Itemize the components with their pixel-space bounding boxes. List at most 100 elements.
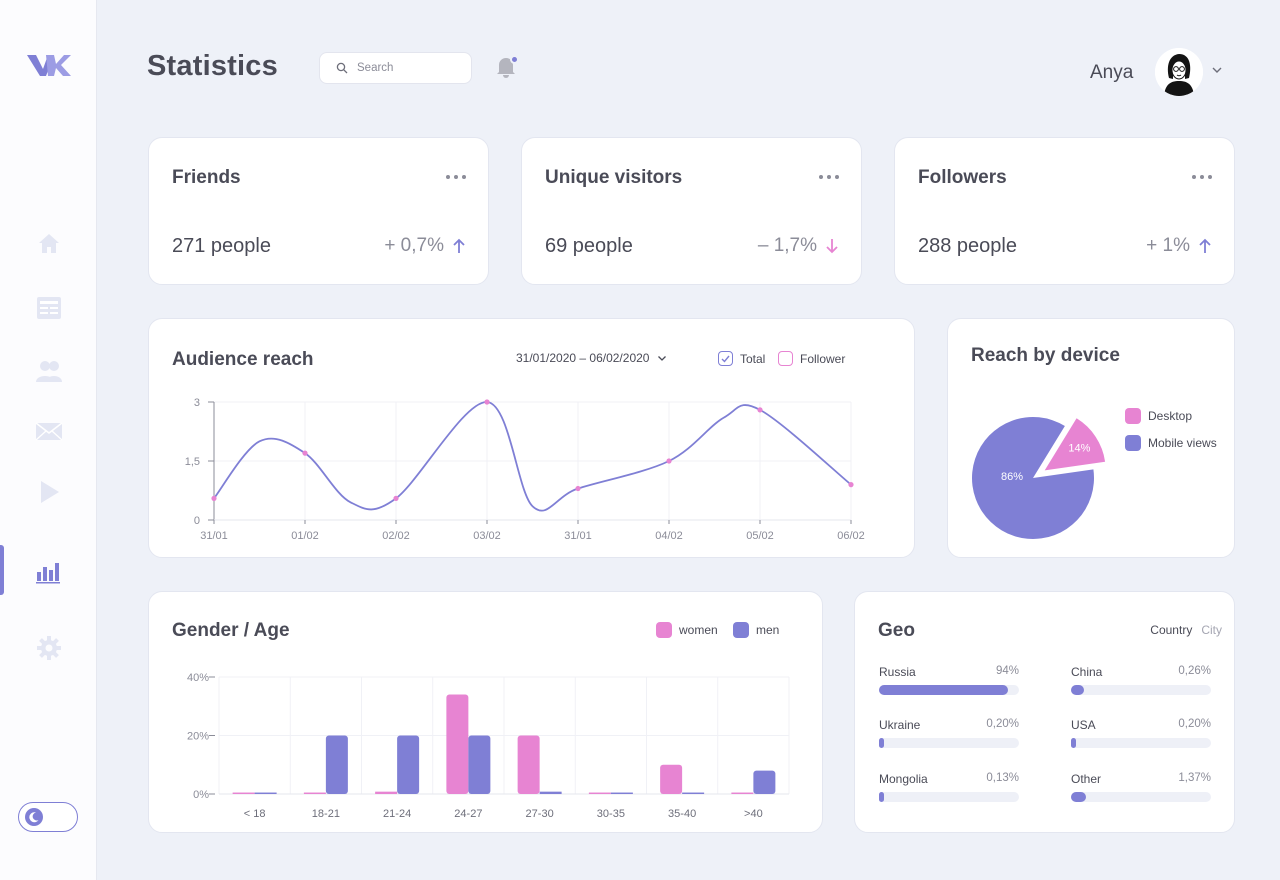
search-box[interactable] xyxy=(319,52,472,84)
reach-by-device-card: Reach by device 14% 86% Desktop Mobile vi… xyxy=(947,318,1235,558)
stat-title: Friends xyxy=(172,167,241,188)
y-tick-label: 20% xyxy=(187,731,209,743)
more-options-button[interactable] xyxy=(446,175,466,179)
geo-progress-track xyxy=(1071,738,1211,748)
arrow-up-icon xyxy=(1199,238,1211,253)
geo-value: 0,20% xyxy=(1178,718,1211,730)
search-icon xyxy=(336,62,348,74)
geo-value: 0,13% xyxy=(986,772,1019,784)
legend-swatch xyxy=(1125,408,1141,424)
sidebar-item-messages[interactable] xyxy=(0,406,97,456)
stat-card-visitors: Unique visitors 69 people – 1,7% xyxy=(521,137,862,285)
geo-value: 94% xyxy=(995,665,1019,677)
geo-card: Geo Country City Russia 94% China 0,26% Ukra… xyxy=(854,591,1235,833)
moon-icon xyxy=(29,812,39,823)
stat-title: Followers xyxy=(918,167,1007,188)
stat-change: – 1,7% xyxy=(758,235,839,257)
bar-men xyxy=(468,735,491,794)
bar-men xyxy=(325,735,348,794)
legend-total-checkbox[interactable]: Total xyxy=(718,351,765,366)
data-point xyxy=(393,495,399,501)
x-tick-label: 03/02 xyxy=(473,530,501,542)
sidebar-item-friends[interactable] xyxy=(0,346,97,396)
x-tick-label: 05/02 xyxy=(746,530,774,542)
geo-label: China xyxy=(1071,665,1103,679)
tab-city[interactable]: City xyxy=(1201,623,1222,637)
y-tick-label: 0 xyxy=(194,515,200,527)
bar-men xyxy=(254,792,277,794)
vk-logo[interactable] xyxy=(26,52,72,78)
audience-line-chart: 0 1,5 3 31/01 01/02 02/02 03/02 31/01 04/02 05/02… xyxy=(185,397,865,542)
sidebar-item-settings[interactable] xyxy=(0,623,97,673)
envelope-icon xyxy=(35,422,62,441)
avatar[interactable] xyxy=(1155,48,1203,96)
legend-desktop: Desktop xyxy=(1125,408,1192,424)
chevron-down-icon xyxy=(658,355,667,361)
date-range-value: 31/01/2020 – 06/02/2020 xyxy=(516,351,650,365)
x-tick-label: >40 xyxy=(744,808,763,820)
x-tick-label: 27-30 xyxy=(526,808,554,820)
card-title: Geo xyxy=(878,620,915,641)
search-input[interactable] xyxy=(357,62,467,74)
card-title: Reach by device xyxy=(971,345,1120,366)
legend-label: Follower xyxy=(800,351,846,366)
geo-progress-fill xyxy=(1071,792,1087,802)
newspaper-icon xyxy=(36,297,61,319)
more-options-button[interactable] xyxy=(819,175,839,179)
bar-chart-icon xyxy=(35,563,60,584)
sidebar-item-statistics[interactable] xyxy=(0,545,97,595)
more-options-button[interactable] xyxy=(1192,175,1212,179)
bar-women xyxy=(660,764,683,794)
sidebar xyxy=(0,0,97,880)
stat-change: + 1% xyxy=(1146,235,1212,257)
theme-toggle[interactable] xyxy=(18,802,78,832)
sidebar-item-home[interactable] xyxy=(0,218,97,268)
data-point xyxy=(848,482,854,488)
legend-men[interactable]: men xyxy=(733,622,779,638)
bar-women xyxy=(731,792,754,794)
geo-value: 0,26% xyxy=(1178,665,1211,677)
x-tick-label: 04/02 xyxy=(655,530,683,542)
user-name[interactable]: Anya xyxy=(1090,62,1134,83)
notifications-button[interactable] xyxy=(495,55,519,81)
y-tick-label: 40% xyxy=(187,672,209,684)
geo-label: Ukraine xyxy=(879,718,921,732)
x-tick-label: 35-40 xyxy=(668,808,696,820)
card-title: Audience reach xyxy=(172,349,314,370)
series-line-total xyxy=(213,401,852,512)
bar-women xyxy=(303,792,326,794)
people-icon xyxy=(35,361,62,382)
x-tick-label: 18-21 xyxy=(312,808,340,820)
geo-progress-fill xyxy=(879,685,1008,695)
gear-icon xyxy=(36,636,61,660)
stat-title: Unique visitors xyxy=(545,167,683,188)
legend-swatch xyxy=(656,622,672,638)
geo-item: Ukraine 0,20% xyxy=(879,718,1019,750)
stat-change-value: – 1,7% xyxy=(757,235,817,256)
data-point xyxy=(211,495,217,501)
bar-men xyxy=(539,791,562,794)
data-point xyxy=(302,450,308,456)
x-tick-label: < 18 xyxy=(244,808,266,820)
gender-age-card: Gender / Age women men 0% 20% 40% < 18 18-21… xyxy=(148,591,823,833)
legend-swatch xyxy=(1125,435,1141,451)
legend-mobile: Mobile views xyxy=(1125,435,1217,451)
tab-country[interactable]: Country xyxy=(1150,623,1193,637)
page-title: Statistics xyxy=(147,50,278,82)
device-pie-chart: 14% 86% xyxy=(972,417,1106,539)
legend-follower-checkbox[interactable]: Follower xyxy=(778,351,845,366)
legend-women[interactable]: women xyxy=(656,622,718,638)
bar-men xyxy=(682,792,705,794)
geo-value: 0,20% xyxy=(986,718,1019,730)
play-icon xyxy=(40,481,59,503)
geo-tabs: Country City xyxy=(1150,623,1222,637)
chevron-down-icon[interactable] xyxy=(1211,66,1223,74)
geo-label: Russia xyxy=(879,665,916,679)
legend-label: men xyxy=(756,623,780,637)
sidebar-item-news[interactable] xyxy=(0,283,97,333)
y-tick-label: 1,5 xyxy=(185,456,200,468)
bar-men xyxy=(753,770,776,794)
sidebar-item-video[interactable] xyxy=(0,467,97,517)
date-range-picker[interactable]: 31/01/2020 – 06/02/2020 xyxy=(516,351,667,365)
geo-progress-fill xyxy=(1071,685,1084,695)
